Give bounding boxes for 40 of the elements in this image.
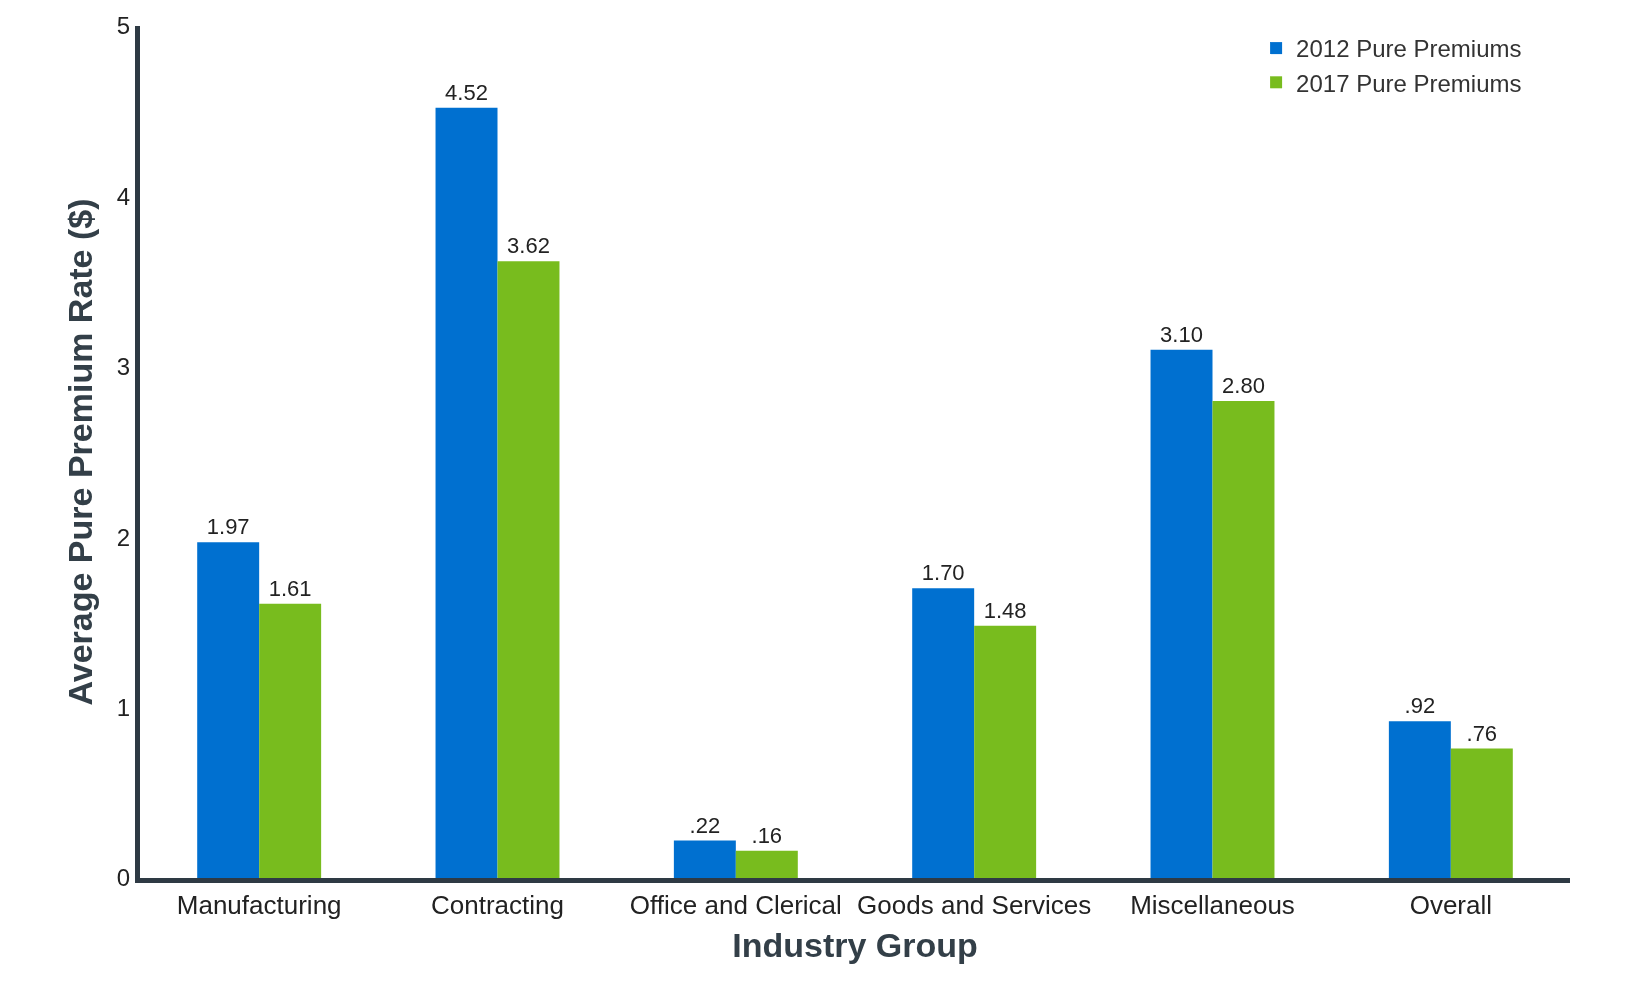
y-tick-label: 1 (116, 694, 131, 721)
legend-label: 2012 Pure Premiums (1296, 35, 1522, 63)
data-label: .16 (751, 822, 783, 848)
x-tick-label: Manufacturing (176, 890, 342, 921)
y-tick-label: 0 (116, 864, 131, 892)
bar (974, 625, 1037, 878)
y-tick-label: 2 (116, 523, 131, 551)
y-axis-title: Average Pure Premium Rate ($) (61, 198, 100, 706)
bar (259, 603, 322, 878)
data-label: .22 (689, 812, 721, 838)
bar (435, 107, 498, 878)
bar (497, 261, 560, 878)
x-tick-label: Overall (1409, 890, 1493, 921)
data-label: 2.80 (1222, 372, 1265, 398)
legend-label: 2017 Pure Premiums (1296, 69, 1522, 97)
x-tick-label: Goods and Services (857, 890, 1092, 921)
x-tick-label: Miscellaneous (1130, 890, 1295, 921)
bar (1150, 349, 1213, 878)
bar (673, 840, 736, 878)
data-label: 3.62 (507, 233, 550, 259)
bar (197, 542, 260, 878)
x-tick-label: Office and Clerical (629, 890, 842, 921)
bar (912, 588, 975, 878)
data-label: 4.52 (445, 79, 488, 105)
bar (1212, 400, 1275, 878)
bar (735, 850, 798, 878)
data-label: 1.97 (206, 514, 250, 540)
y-tick-label: 5 (116, 12, 131, 40)
bar (1388, 721, 1451, 878)
data-label: 1.61 (268, 575, 312, 601)
y-tick-label: 4 (116, 182, 131, 210)
bar (1450, 748, 1513, 878)
data-label: 3.10 (1160, 321, 1203, 347)
data-label: .76 (1466, 720, 1498, 746)
data-label: 1.70 (921, 560, 965, 586)
data-label: .92 (1404, 693, 1436, 719)
y-tick-label: 3 (116, 353, 131, 381)
data-label: 1.48 (983, 597, 1027, 623)
x-tick-label: Contracting (431, 890, 564, 921)
x-axis-title: Industry Group (732, 925, 978, 964)
